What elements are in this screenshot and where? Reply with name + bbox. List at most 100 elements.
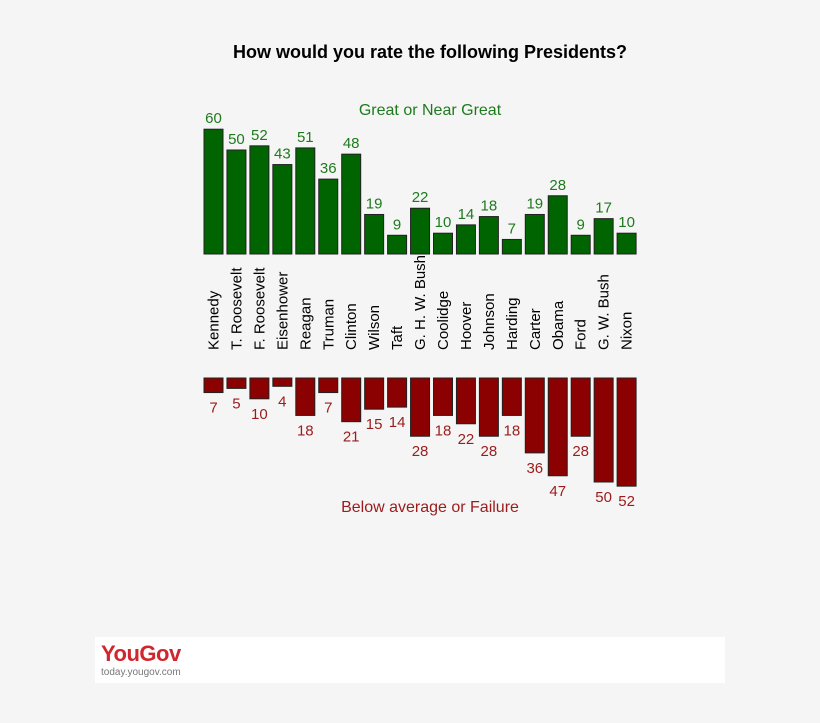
category-label: Coolidge — [435, 291, 452, 350]
bar-great — [616, 232, 637, 255]
category-label: Ford — [573, 319, 590, 350]
category-label: Kennedy — [206, 290, 223, 350]
category-label: Harding — [504, 297, 521, 350]
bar-failure — [295, 377, 316, 416]
data-label-great: 51 — [297, 129, 314, 146]
data-label-great: 22 — [412, 189, 429, 206]
data-label-great: 28 — [549, 177, 566, 194]
data-label-failure: 21 — [343, 429, 360, 446]
bar-great — [341, 153, 362, 255]
bar-failure — [616, 377, 637, 487]
data-label-great: 10 — [435, 214, 452, 231]
data-label-great: 52 — [251, 127, 268, 144]
bar-great — [593, 218, 614, 255]
bar-great — [272, 164, 293, 255]
data-label-great: 14 — [458, 206, 475, 223]
bar-failure — [433, 377, 453, 416]
bar-great — [387, 234, 408, 255]
bar-great — [295, 147, 316, 255]
data-label-failure: 7 — [324, 400, 332, 417]
data-label-great: 43 — [274, 146, 291, 163]
data-label-great: 9 — [393, 216, 401, 233]
data-label-great: 50 — [228, 131, 245, 148]
bar-great — [410, 207, 431, 255]
category-label: Nixon — [619, 312, 636, 350]
bar-great — [455, 224, 476, 255]
bar-failure — [570, 377, 591, 437]
bar-great — [547, 195, 568, 255]
data-label-failure: 7 — [209, 400, 217, 417]
bar-failure — [203, 377, 224, 394]
data-label-failure: 18 — [435, 422, 452, 439]
category-label: Reagan — [297, 297, 314, 350]
bar-failure — [478, 377, 499, 437]
bar-failure — [547, 377, 568, 477]
category-label: Obama — [550, 300, 567, 350]
bar-great — [364, 213, 385, 255]
category-label: T. Roosevelt — [228, 267, 245, 350]
category-label: F. Roosevelt — [251, 267, 268, 350]
data-label-failure: 5 — [232, 395, 240, 412]
bar-great — [501, 238, 522, 255]
bar-great — [249, 145, 270, 255]
bar-failure — [501, 377, 522, 416]
bar-failure — [272, 377, 293, 387]
bar-great — [524, 213, 545, 255]
yougov-logo: YouGov — [101, 641, 181, 666]
bar-failure — [364, 377, 385, 410]
data-label-failure: 18 — [297, 422, 314, 439]
chart: How would you rate the following Preside… — [203, 42, 637, 516]
category-label: Wilson — [366, 305, 383, 350]
data-label-failure: 28 — [572, 443, 589, 460]
data-label-great: 9 — [577, 216, 585, 233]
data-label-great: 19 — [366, 195, 383, 212]
data-label-great: 7 — [508, 220, 516, 237]
category-label: G. W. Bush — [596, 274, 613, 350]
data-label-failure: 4 — [278, 393, 286, 410]
data-label-failure: 14 — [389, 414, 406, 431]
data-label-failure: 47 — [549, 483, 566, 500]
data-label-failure: 28 — [481, 443, 498, 460]
bar-failure — [318, 377, 339, 394]
category-label: Taft — [389, 325, 406, 350]
category-label: G. H. W. Bush — [412, 255, 429, 350]
data-label-great: 48 — [343, 135, 360, 152]
bar-failure — [593, 377, 614, 483]
bar-failure — [387, 377, 408, 408]
bar-great — [203, 128, 224, 255]
data-label-great: 17 — [595, 200, 612, 217]
bar-failure — [410, 377, 431, 437]
data-label-failure: 10 — [251, 406, 268, 423]
footer: YouGov today.yougov.com — [95, 637, 725, 683]
bar-great — [226, 149, 247, 255]
data-label-failure: 52 — [618, 493, 635, 510]
data-label-failure: 36 — [526, 460, 543, 477]
data-label-failure: 18 — [504, 422, 521, 439]
category-label: Johnson — [481, 293, 498, 350]
data-label-failure: 15 — [366, 416, 383, 433]
data-label-great: 10 — [618, 214, 635, 231]
data-label-great: 19 — [526, 195, 543, 212]
data-label-great: 18 — [481, 198, 498, 215]
data-label-great: 60 — [205, 110, 222, 127]
category-label: Truman — [320, 299, 337, 350]
bar-failure — [226, 377, 247, 389]
legend-failure: Below average or Failure — [341, 499, 519, 516]
data-label-failure: 22 — [458, 431, 475, 448]
bar-great — [318, 178, 339, 255]
category-label: Hoover — [458, 302, 475, 350]
data-label-failure: 50 — [595, 489, 612, 506]
bar-failure — [341, 377, 362, 423]
bar-failure — [249, 377, 270, 400]
bar-great — [433, 232, 453, 255]
bar-great — [478, 216, 499, 255]
bar-great — [570, 234, 591, 255]
bar-failure — [524, 377, 545, 454]
legend-great: Great or Near Great — [359, 102, 502, 119]
chart-title: How would you rate the following Preside… — [233, 42, 627, 62]
footer-url: today.yougov.com — [101, 667, 181, 678]
data-label-great: 36 — [320, 160, 337, 177]
data-label-failure: 28 — [412, 443, 429, 460]
category-label: Clinton — [343, 303, 360, 350]
category-label: Carter — [527, 308, 544, 350]
